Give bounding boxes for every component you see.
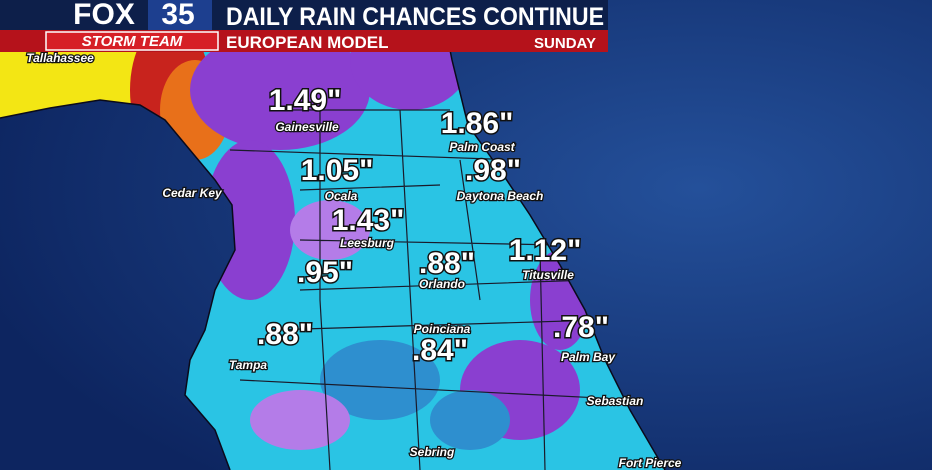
city-label: Ocala [325,189,358,203]
banner-top [0,0,608,30]
subtitle: EUROPEAN MODEL [226,33,388,52]
city-label: Tampa [229,358,268,372]
banner: FOX 35 STORM TEAM DAILY RAIN CHANCES CON… [0,0,608,52]
rain-total: .98" [465,154,521,187]
rain-total: 1.43" [332,204,405,237]
channel-box [148,0,212,30]
city-label: Leesburg [340,236,395,250]
team-box [45,31,219,51]
rain-total: .84" [412,334,468,367]
rain-total: .78" [553,311,609,344]
coastline [0,0,666,470]
city-label: Daytona Beach [457,189,544,203]
city-label: Orlando [419,277,465,291]
city-label: Cedar Key [162,186,223,200]
rain-total: 1.12" [509,234,582,267]
rain-total: 1.05" [301,154,374,187]
channel: 35 [161,0,194,31]
city-label: Sebring [410,445,455,459]
city-label: Sebastian [587,394,644,408]
title: DAILY RAIN CHANCES CONTINUE [226,3,604,31]
rain-total: .88" [419,247,475,280]
city-label: Titusville [522,268,574,282]
rain-total: .88" [257,318,313,351]
rain-total: .95" [297,256,353,289]
city-label: Palm Coast [449,140,515,154]
labels: Tallahassee Gainesville Palm Coast Cedar Ke… [25,50,683,470]
city-label: Fort Pierce [619,456,682,470]
city-label: Tallahassee [26,51,94,65]
day: SUNDAY [534,35,596,52]
team: STORM TEAM [82,33,183,50]
rain-total: 1.49" [269,84,342,117]
rain-total: 1.86" [441,107,514,140]
city-label: Gainesville [275,120,339,134]
city-label: Palm Bay [561,350,616,364]
brand: FOX [73,0,135,31]
city-label: Poinciana [414,322,471,336]
